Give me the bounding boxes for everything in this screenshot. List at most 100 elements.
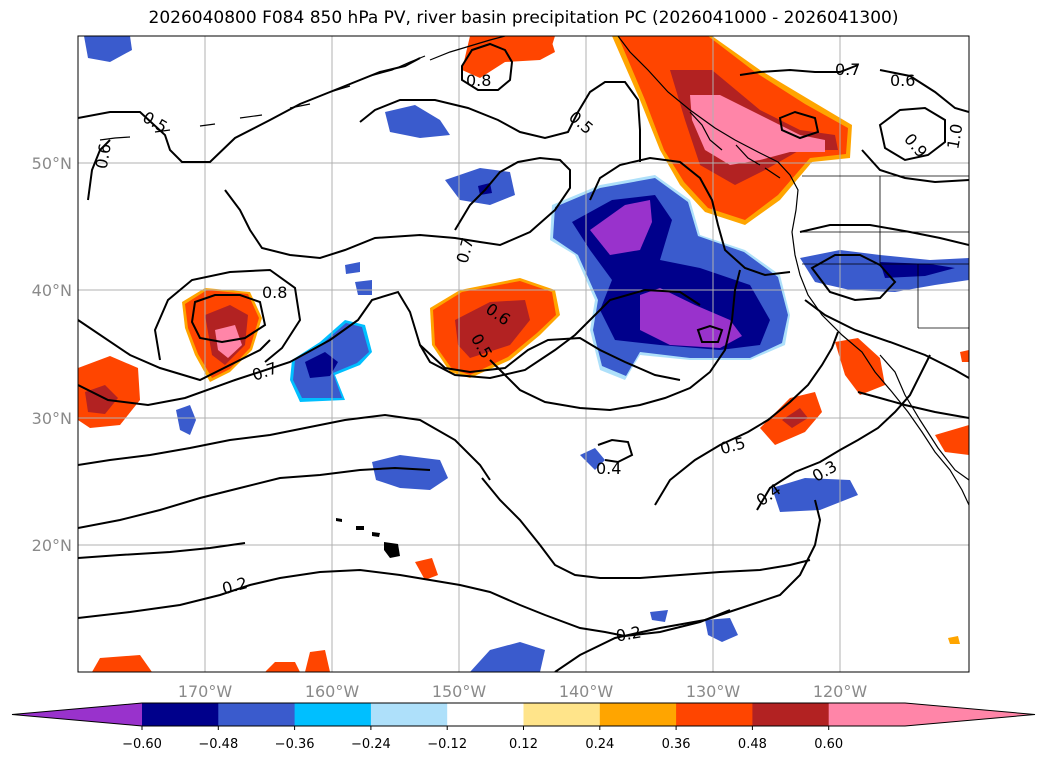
pv-contour: [78, 542, 246, 559]
colorbar-segment: [370, 703, 448, 726]
precip-area-small: [835, 338, 885, 395]
pv-contour: [857, 391, 969, 419]
hawaii-island: [384, 542, 400, 558]
hawaii-island: [356, 526, 364, 530]
contour-label: 0.4: [596, 459, 621, 478]
precip-area-top-north: [515, 36, 555, 52]
colorbar-tick-label: 0.36: [662, 737, 691, 752]
precip-area-topleft-blue: [84, 36, 132, 62]
colorbar-extend-high: [905, 703, 1035, 726]
pv-contour: [461, 42, 514, 91]
pv-contour: [554, 499, 822, 672]
pv-contour: [589, 156, 791, 277]
pv-contour: [804, 299, 969, 379]
country-borders: [802, 175, 969, 329]
pv-contour: [78, 57, 421, 163]
precip-area-central: [640, 288, 742, 348]
lon-label: 150°W: [432, 682, 487, 701]
pv-contour: [878, 106, 946, 162]
pv-contour: [696, 324, 724, 343]
precip-area-small: [415, 558, 438, 580]
contour-label: 0.7: [835, 60, 860, 79]
precip-area-pnw: [690, 95, 825, 165]
contour-label: 0.6: [92, 142, 115, 170]
lon-label: 160°W: [305, 682, 360, 701]
lat-label: 30°N: [32, 409, 72, 428]
lat-label: 50°N: [32, 154, 72, 173]
precip-area-small: [265, 662, 300, 672]
coastline-aleutians: [99, 55, 426, 141]
pv-contour: [78, 413, 491, 481]
coastline-baja: [879, 354, 969, 481]
hawaii-island: [336, 518, 342, 522]
colorbar-segment: [523, 703, 601, 726]
colorbar-segment: [828, 703, 906, 726]
precip-area-sw-mid: [305, 352, 338, 378]
pv-contour: [739, 64, 859, 76]
colorbar-segment: [142, 703, 219, 726]
pv-contour: [419, 288, 701, 380]
pv-contour: [78, 319, 271, 382]
pv-contour: [78, 290, 681, 407]
colorbar-tick-label: −0.36: [275, 737, 315, 752]
colorbar-segment: [599, 703, 677, 726]
contour-label: 0.8: [262, 283, 287, 302]
precip-area-small: [650, 610, 668, 622]
map-title: 2026040800 F084 850 hPa PV, river basin …: [148, 8, 899, 28]
precip-area-central: [590, 200, 652, 255]
colorbar-segment: [752, 703, 830, 726]
pv-contour: [489, 269, 741, 412]
precip-area-small: [176, 405, 196, 435]
pv-contour: [654, 331, 839, 506]
pv-contour: [481, 477, 811, 579]
pv-contour: [78, 568, 731, 638]
colorbar-extend-low: [12, 703, 142, 726]
lon-labels: 170°W 160°W 150°W 140°W 130°W 120°W: [178, 682, 868, 701]
pv-contour: [190, 294, 267, 344]
pv-contour: [879, 69, 969, 113]
border-state: [802, 176, 969, 328]
pv-contour: [359, 81, 641, 162]
pv-contour: [799, 224, 969, 246]
contour-label: 0.8: [466, 71, 491, 90]
pv-contour: [224, 156, 571, 260]
precip-area-small: [935, 425, 969, 455]
colorbar-tick-label: 0.48: [738, 737, 767, 752]
colorbar-tick-label: −0.48: [198, 737, 238, 752]
pv-contour: [78, 466, 431, 529]
pv-contour: [756, 354, 931, 511]
lat-label: 20°N: [32, 536, 72, 555]
colorbar-tick-label: −0.12: [427, 737, 467, 752]
map-panel: 0.5 0.6 0.8 0.5 0.7 0.6 1.0 0.9 0.7 0.8 …: [77, 35, 970, 673]
lon-label: 130°W: [686, 682, 741, 701]
contour-label: 1.0: [943, 122, 966, 150]
colorbar-tick-label: −0.60: [122, 737, 162, 752]
lon-label: 120°W: [813, 682, 868, 701]
precip-area-small: [948, 636, 960, 644]
precip-area-east-central: [455, 300, 530, 358]
precip-area-small: [305, 650, 330, 672]
colorbar-segment: [676, 703, 753, 726]
hawaii-islands: [336, 518, 400, 558]
coastlines: [99, 36, 969, 506]
contour-label: 0.6: [890, 71, 915, 90]
precip-area-small: [470, 642, 545, 672]
colorbar-segment: [218, 703, 296, 726]
pv-contour: [153, 268, 302, 363]
precip-area-small: [772, 478, 858, 512]
colorbar-tick-label: 0.12: [509, 737, 538, 752]
hawaii-island: [372, 532, 380, 537]
precip-area-small: [960, 350, 969, 362]
lon-label: 140°W: [559, 682, 614, 701]
lat-label: 40°N: [32, 281, 72, 300]
lat-labels: 50°N 40°N 30°N 20°N: [32, 154, 72, 555]
contour-label: 0.2: [614, 622, 642, 645]
colorbar-segments: [12, 703, 1035, 726]
pv-contour: [597, 438, 634, 464]
precip-area-small: [92, 655, 152, 672]
colorbar-tick-label: −0.24: [351, 737, 391, 752]
pv-contour: [87, 139, 111, 201]
colorbar-segment: [447, 703, 524, 726]
precip-area-small: [345, 262, 360, 274]
